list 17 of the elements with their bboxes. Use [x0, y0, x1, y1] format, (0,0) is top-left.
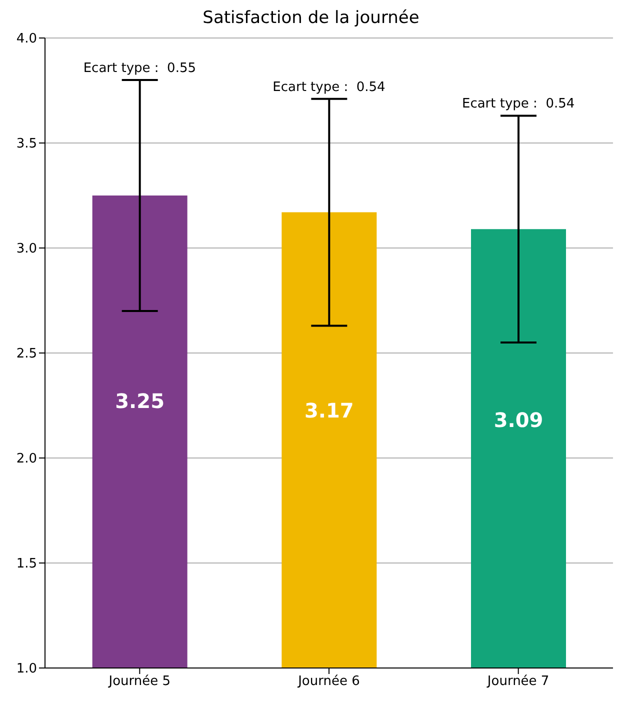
- y-tick-label: 3.0: [16, 242, 37, 257]
- y-tick-label: 3.5: [16, 136, 37, 152]
- data-label: 3.25: [115, 389, 165, 414]
- chart-title: Satisfaction de la journée: [202, 8, 420, 28]
- x-tick-label: Journée 6: [297, 674, 360, 690]
- annotation: Ecart type : 0.54: [272, 80, 386, 95]
- annotation: Ecart type : 0.55: [83, 61, 196, 76]
- y-tick-label: 2.0: [16, 452, 37, 467]
- data-label: 3.09: [494, 408, 544, 432]
- y-tick-label: 1.0: [16, 662, 37, 677]
- y-tick-label: 1.5: [16, 556, 37, 572]
- data-label: 3.17: [304, 398, 354, 423]
- annotation: Ecart type : 0.54: [462, 96, 575, 112]
- y-tick-label: 4.0: [16, 32, 37, 47]
- x-tick-label: Journée 5: [108, 674, 171, 690]
- y-tick-label: 2.5: [16, 346, 37, 362]
- x-tick-label: Journée 7: [486, 674, 550, 690]
